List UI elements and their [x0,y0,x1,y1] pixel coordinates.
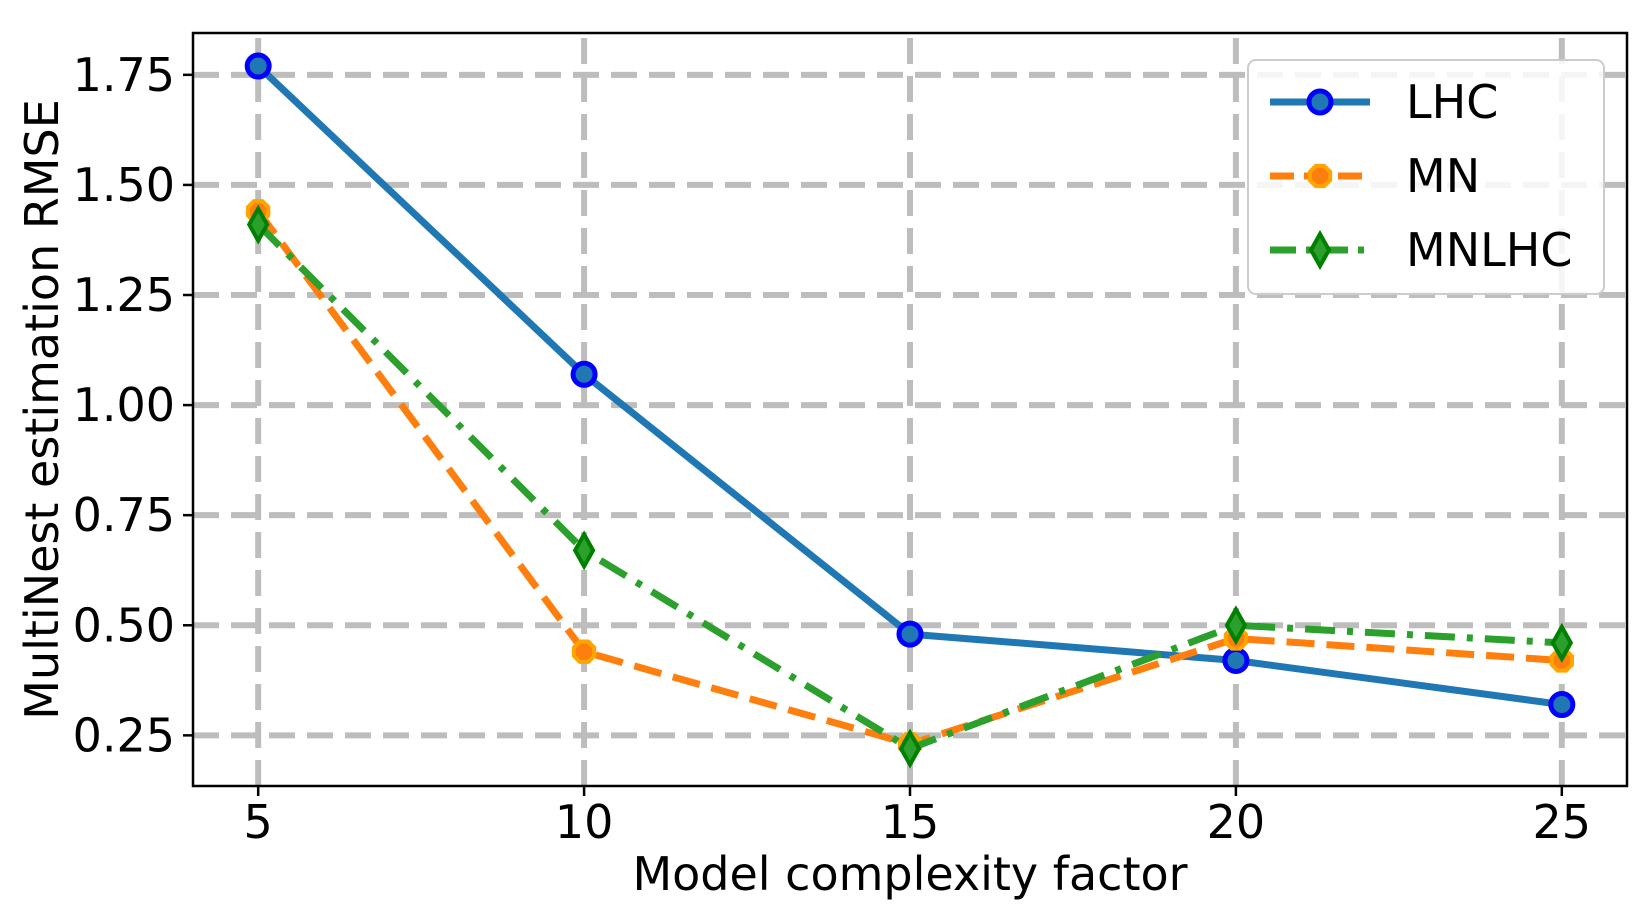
legend-item-mnlhc: MNLHC [1270,223,1572,277]
series-layer [244,52,1576,769]
x-tick-label: 5 [244,795,273,849]
y-tick-label: 0.50 [73,598,175,652]
data-point [246,204,270,245]
x-tick-label: 15 [881,795,940,849]
y-tick-label: 1.00 [73,378,175,432]
data-point [572,530,596,571]
data-point [1307,163,1333,189]
x-axis: 5 10 15 20 25 [244,786,1592,849]
y-tick-label: 1.25 [73,268,175,322]
data-point [570,360,598,388]
y-tick-label: 1.50 [73,158,175,212]
data-point [896,620,924,648]
y-axis: 0.25 0.50 0.75 1.00 1.25 1.50 1.75 [73,48,193,762]
x-tick-label: 25 [1533,795,1592,849]
legend-frame [1247,59,1605,295]
x-tick-label: 20 [1207,795,1266,849]
legend-item-mn: MN [1270,149,1480,203]
data-point [1548,691,1576,719]
legend-label: MNLHC [1406,223,1572,277]
y-tick-label: 1.75 [73,48,175,102]
legend: LHC MN MNLHC [1247,59,1605,295]
legend-item-lhc: LHC [1270,75,1498,129]
x-axis-label: Model complexity factor [632,847,1187,901]
data-point [571,639,597,664]
data-point [898,728,922,769]
data-point [1308,229,1332,271]
legend-label: LHC [1406,75,1498,129]
x-tick-label: 10 [555,795,614,849]
data-point [244,52,272,80]
data-point [1224,605,1248,646]
y-tick-label: 0.25 [73,708,175,762]
series-lhc [244,52,1576,719]
data-point [1550,622,1574,663]
legend-label: MN [1406,149,1480,203]
data-point [1222,647,1250,674]
series-mnlhc [246,204,1574,769]
data-point [1306,88,1334,116]
y-tick-label: 0.75 [73,488,175,542]
y-axis-label: MultiNest estimation RMSE [15,99,69,720]
